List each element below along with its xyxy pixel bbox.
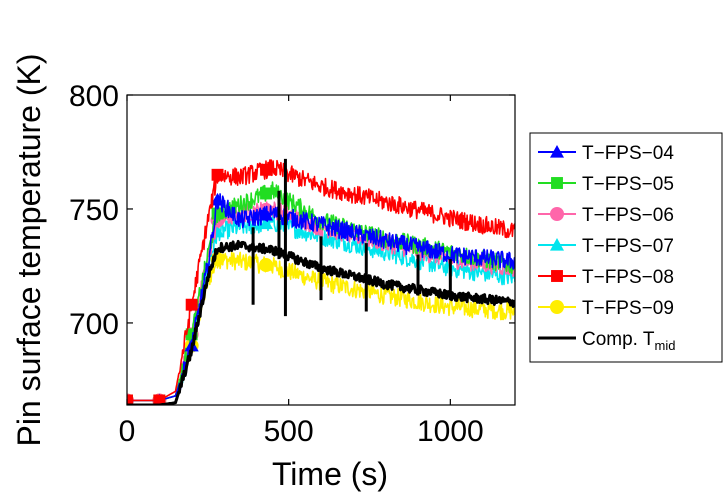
y-tick-label: 800 xyxy=(69,80,119,113)
y-tick-label: 750 xyxy=(69,194,119,227)
legend-swatch-marker xyxy=(550,145,564,158)
x-tick-label: 0 xyxy=(119,415,136,448)
plot-frame xyxy=(126,94,516,406)
legend-label-subscript: mid xyxy=(655,338,676,353)
legend-label: T−FPS−05 xyxy=(582,174,674,195)
legend-entry-1: T−FPS−04 xyxy=(538,143,674,164)
series-marker xyxy=(259,258,274,273)
ticks-layer: 0 500 1000 700 750 800 xyxy=(69,80,515,448)
series-marker xyxy=(185,298,198,311)
series-marker xyxy=(127,394,133,405)
series-marker xyxy=(259,207,274,221)
series-layer xyxy=(127,158,515,405)
legend-swatch-marker xyxy=(551,177,563,189)
y-tick-label: 700 xyxy=(69,308,119,341)
legend-entry-4: T−FPS−07 xyxy=(538,236,674,257)
x-tick-label: 1000 xyxy=(417,415,484,448)
series-marker xyxy=(153,394,166,405)
legend-entry-2: T−FPS−05 xyxy=(538,174,674,195)
legend-label: T−FPS−04 xyxy=(582,143,674,164)
legend-entry-3: T−FPS−06 xyxy=(538,205,674,226)
series-5 xyxy=(127,159,515,405)
series-marker xyxy=(259,216,274,230)
y-axis-label: Pin surface temperature (K) xyxy=(11,53,47,446)
legend-label: T−FPS−06 xyxy=(582,205,674,226)
series-marker xyxy=(185,328,198,341)
legend: T−FPS−04 T−FPS−05 T−FPS−06 T−FPS−07 T−FPS−08… xyxy=(529,132,723,363)
series-marker xyxy=(211,168,224,181)
series-marker xyxy=(260,187,272,200)
legend-swatch-marker xyxy=(551,270,563,282)
series-marker xyxy=(260,163,272,176)
x-tick-label: 500 xyxy=(264,415,314,448)
series-7 xyxy=(127,158,515,405)
legend-label: T−FPS−08 xyxy=(582,267,674,288)
legend-swatch-marker xyxy=(550,207,564,221)
legend-swatch-marker xyxy=(550,300,564,314)
legend-swatch-marker xyxy=(550,238,564,251)
legend-label: T−FPS−09 xyxy=(582,298,674,319)
series-marker xyxy=(211,207,224,220)
legend-label: T−FPS−07 xyxy=(582,236,674,257)
legend-entry-5: T−FPS−08 xyxy=(538,267,674,288)
legend-entry-6: T−FPS−09 xyxy=(538,298,674,319)
series-marker xyxy=(210,192,225,206)
x-axis-label: Time (s) xyxy=(272,456,388,492)
